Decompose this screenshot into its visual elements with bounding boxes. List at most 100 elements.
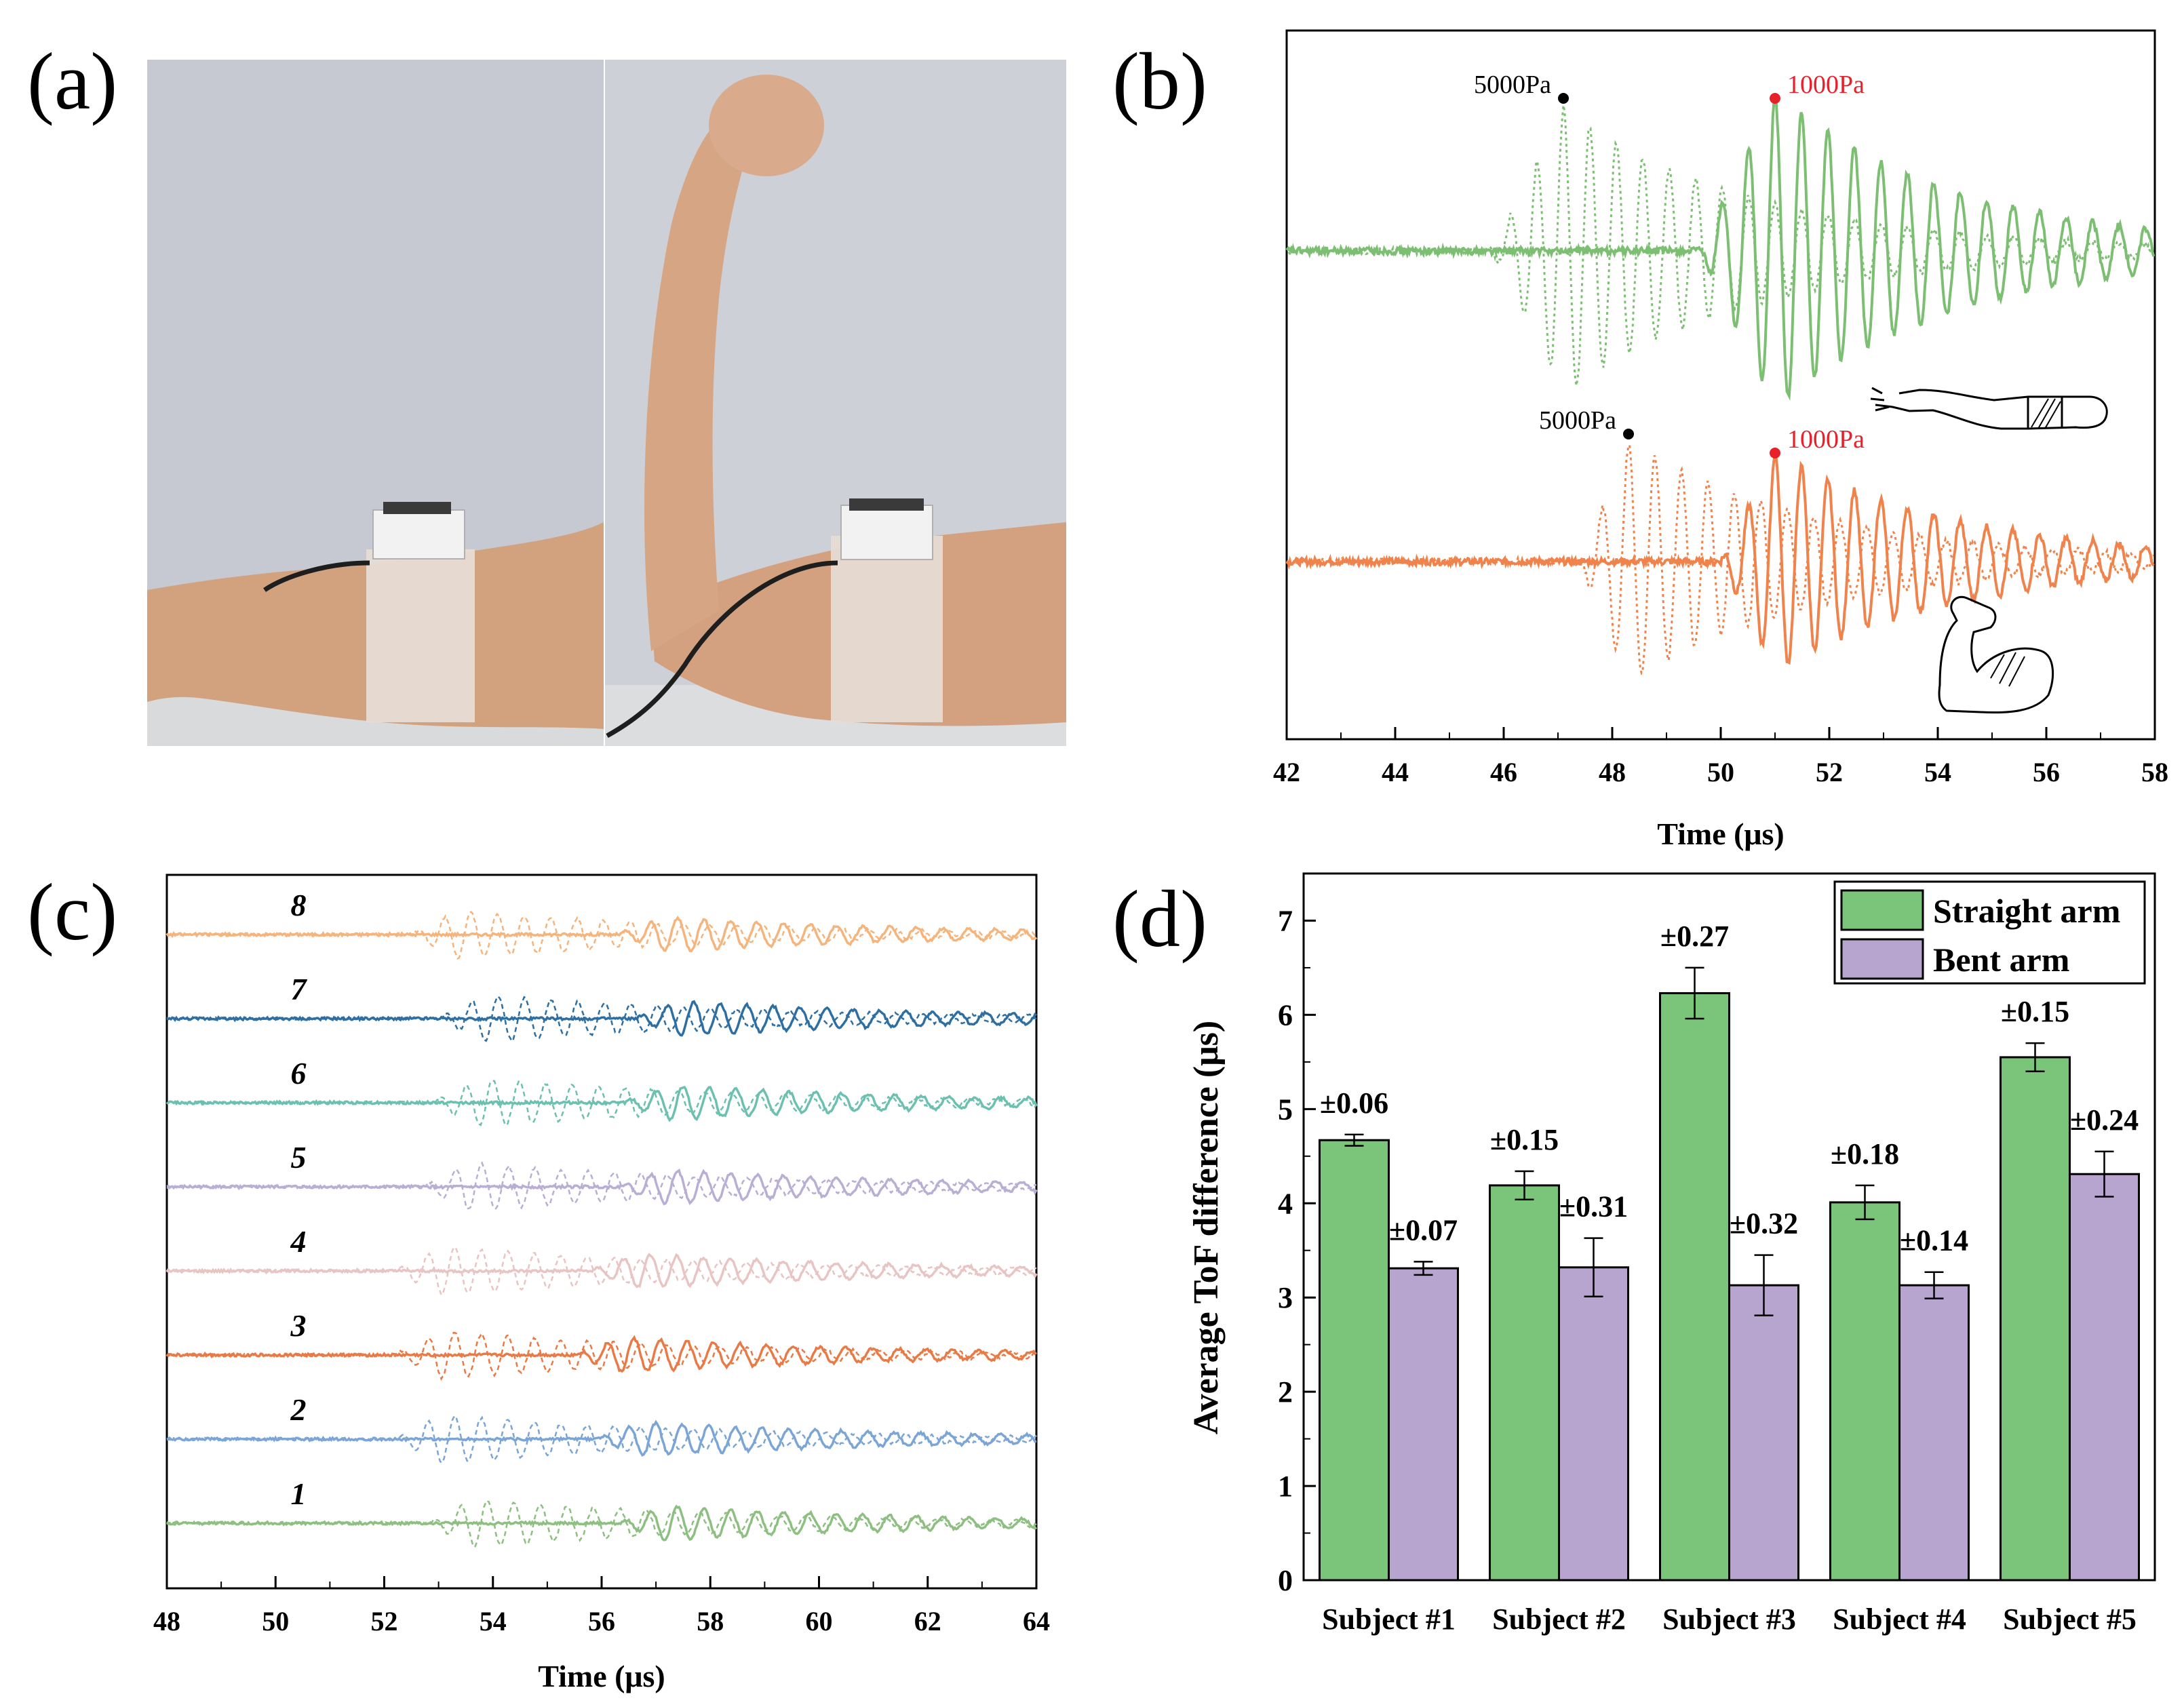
plot-d-error-label: ±0.27	[1660, 920, 1729, 953]
panel-label-c: (c)	[27, 867, 117, 957]
plot-b-x-tick-label: 46	[1490, 757, 1517, 787]
plot-c-trace-label: 2	[290, 1392, 307, 1427]
plot-d-error-label: ±0.15	[1490, 1123, 1559, 1156]
plot-d-bar	[1829, 1201, 1900, 1582]
plot-c-trace-line	[165, 915, 1038, 953]
plot-c-x-tick-label: 48	[153, 1606, 180, 1636]
plot-b-peak-marker	[1623, 429, 1634, 439]
plot-d-bar	[1898, 1284, 1970, 1582]
photo-right-device	[840, 505, 933, 560]
photo-left-cable	[263, 560, 370, 592]
plot-d-x-tick-label: Subject #3	[1662, 1603, 1796, 1636]
plot-d-bar	[1728, 1284, 1799, 1582]
plot-d-y-tick-label: 1	[1278, 1470, 1293, 1503]
plot-d-error-label: ±0.31	[1559, 1190, 1628, 1223]
plot-c-trace-label: 1	[291, 1476, 307, 1511]
plot-c-trace-line	[166, 1168, 1038, 1206]
photo-right-band	[831, 536, 943, 722]
plot-d-y-tick-label: 5	[1278, 1093, 1293, 1126]
legend-swatch-straight	[1840, 889, 1924, 931]
panel-label-a: (a)	[27, 36, 117, 126]
plot-c-trace-label: 7	[291, 972, 308, 1006]
plot-d-x-tick-label: Subject #4	[1833, 1603, 1966, 1636]
plot-c-x-tick-label: 56	[588, 1606, 615, 1636]
plot-c-trace-line	[166, 1504, 1038, 1542]
plot-c-trace-label: 4	[290, 1224, 307, 1259]
plot-b-series-line	[1285, 104, 2155, 386]
plot-c-trace-line	[165, 1331, 1037, 1381]
plot-b-peak-marker	[1770, 448, 1780, 458]
photo-right-cable	[606, 560, 838, 739]
plot-d-y-tick-label: 7	[1278, 904, 1293, 937]
photo-right-fist	[709, 75, 824, 176]
plot-d-bar	[2000, 1056, 2071, 1582]
plot-b-x-tick-label: 52	[1816, 757, 1843, 787]
plot-b-series-line	[1286, 451, 2155, 665]
plot-d-bar	[1319, 1139, 1390, 1582]
legend-swatch-bent	[1840, 938, 1924, 980]
plot-d-bar	[1489, 1184, 1560, 1582]
plot-d-y-tick-label: 3	[1278, 1281, 1293, 1314]
plot-b-x-tick-label: 54	[1924, 757, 1951, 787]
plot-c-x-tick-label: 62	[914, 1606, 941, 1636]
plot-c-x-tick-label: 50	[262, 1606, 289, 1636]
plot-d-bar	[1388, 1267, 1459, 1582]
plot-d-error-label: ±0.24	[2070, 1103, 2139, 1137]
plot-c-trace-line	[166, 1161, 1037, 1210]
plot-b-x-axis: 42 44 46 48 50 52 54 56 58	[1273, 727, 2168, 787]
legend-label-bent: Bent arm	[1933, 941, 2069, 979]
plot-c-trace-line	[165, 1335, 1037, 1373]
plot-c-trace-line	[166, 1419, 1037, 1457]
photo-left-board	[383, 502, 451, 514]
legend-label-straight: Straight arm	[1933, 892, 2120, 930]
plot-d-y-tick-label: 2	[1278, 1375, 1293, 1409]
plot-b-x-tick-label: 50	[1707, 757, 1734, 787]
photo-left-band	[366, 549, 475, 722]
plot-d-legend: Straight arm Bent arm	[1833, 880, 2146, 985]
plot-c-xlabel: Time (μs)	[538, 1659, 665, 1693]
plot-d-y-tick-label: 4	[1278, 1187, 1293, 1220]
plot-c-x-tick-label: 64	[1023, 1606, 1050, 1636]
plot-c-trace-line	[165, 1086, 1038, 1122]
plot-b-peak-marker	[1770, 93, 1780, 104]
plot-c-trace-label: 8	[291, 888, 307, 922]
plot-d-axes: 0 1 2 3 4 5 6 7 Subject #1 Subject #2 Subject #3 Su…	[1278, 904, 2137, 1636]
plot-d-error-label: ±0.18	[1831, 1137, 1899, 1171]
plot-b-annotations: 5000Pa 1000Pa 5000Pa 1000Pa	[1474, 71, 1865, 458]
plot-b-signals	[1285, 94, 2156, 675]
photo-left-device	[372, 509, 465, 560]
plot-b-xlabel: Time (μs)	[1657, 817, 1784, 851]
plot-d-bars: ±0.06 ±0.07 ±0.15 ±0.31 ±0.27 ±0.32 ±0.18 ±0.14…	[1319, 920, 2140, 1582]
plot-c-x-axis: 48 50 52 54 56 58 60 62 64	[153, 1576, 1050, 1636]
plot-c-trace-line	[165, 1253, 1038, 1289]
plot-c-signals: 8 7 6 5 4 3 2 1	[165, 888, 1038, 1548]
plot-d-bar	[2069, 1173, 2140, 1582]
plot-c-trace-label: 6	[291, 1056, 307, 1091]
plot-b-x-tick-label: 56	[2033, 757, 2060, 787]
panel-label-b: (b)	[1112, 36, 1207, 126]
plot-d-error-label: ±0.15	[2001, 995, 2069, 1028]
straight-arm-icon	[1870, 387, 2108, 430]
plot-b-x-tick-label: 48	[1599, 757, 1626, 787]
plot-c-trace-line	[166, 1000, 1038, 1037]
plot-c-trace-line	[166, 996, 1037, 1043]
plot-d-y-tick-label: 6	[1278, 998, 1293, 1032]
panel-label-d: (d)	[1112, 874, 1207, 964]
bent-arm-icon	[1938, 595, 2054, 714]
plot-c-trace-line	[166, 911, 1037, 960]
plot-c-x-tick-label: 54	[480, 1606, 507, 1636]
plot-d-x-tick-label: Subject #5	[2003, 1603, 2137, 1636]
plot-d-error-label: ±0.06	[1320, 1086, 1388, 1120]
plot-c-trace-label: 5	[291, 1140, 307, 1175]
plot-b-peak-label: 5000Pa	[1474, 71, 1551, 99]
plot-d-error-label: ±0.32	[1730, 1207, 1798, 1240]
plot-b-peak-label: 1000Pa	[1787, 71, 1865, 99]
plot-c-x-tick-label: 58	[697, 1606, 724, 1636]
photo-right-forearm	[644, 122, 753, 651]
plot-b-x-tick-label: 58	[2141, 757, 2168, 787]
photo-right-board	[849, 498, 924, 511]
plot-d-x-tick-label: Subject #2	[1492, 1603, 1626, 1636]
plot-d-error-label: ±0.07	[1389, 1213, 1458, 1247]
plot-d-x-tick-label: Subject #1	[1322, 1603, 1456, 1636]
